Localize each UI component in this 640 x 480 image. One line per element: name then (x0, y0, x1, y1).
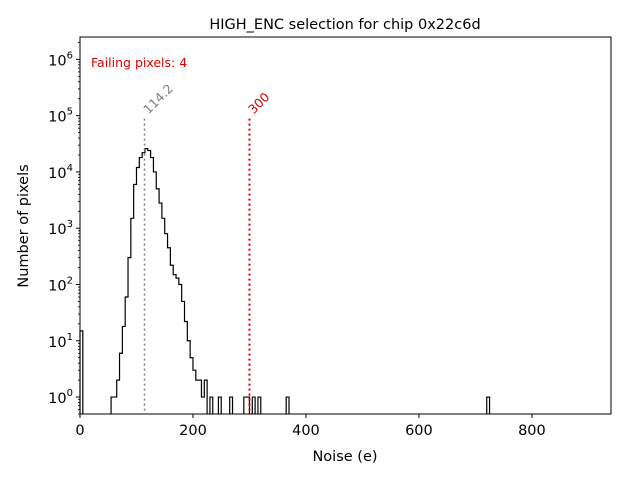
y-tick-label-4: 104 (48, 163, 73, 182)
histogram-step-3 (217, 396, 222, 414)
chart-title: HIGH_ENC selection for chip 0x22c6d (209, 17, 480, 33)
histogram-step-8 (285, 396, 290, 414)
histogram-step-4 (229, 396, 234, 414)
y-tick-label-0: 100 (48, 388, 73, 407)
x-axis: 0 200 400 600 800 (75, 414, 546, 439)
histogram-step-1 (110, 148, 208, 414)
x-tick-label-0: 0 (75, 423, 84, 439)
histogram-step-9 (486, 396, 491, 414)
histogram-step-6 (251, 396, 256, 414)
x-tick-label-3: 600 (405, 423, 433, 439)
x-tick-label-4: 800 (518, 423, 546, 439)
x-tick-label-1: 200 (179, 423, 207, 439)
y-tick-label-6: 106 (48, 50, 73, 69)
y-tick-label-2: 102 (48, 276, 73, 295)
annotation-failing-pixels: Failing pixels: 4 (91, 55, 187, 70)
plot-frame (79, 36, 612, 415)
y-tick-label-5: 105 (48, 107, 73, 126)
y-axis-label: Number of pixels (16, 164, 32, 287)
x-tick-label-2: 400 (292, 423, 320, 439)
y-tick-label-1: 101 (48, 332, 73, 351)
y-tick-label-3: 103 (48, 219, 73, 238)
y-axis: 100 101 102 103 104 105 106 (48, 42, 80, 415)
histogram-step-2 (209, 396, 214, 414)
histogram-step-5 (243, 396, 251, 414)
histogram-step-7 (257, 396, 262, 414)
x-axis-label: Noise (e) (312, 449, 377, 465)
